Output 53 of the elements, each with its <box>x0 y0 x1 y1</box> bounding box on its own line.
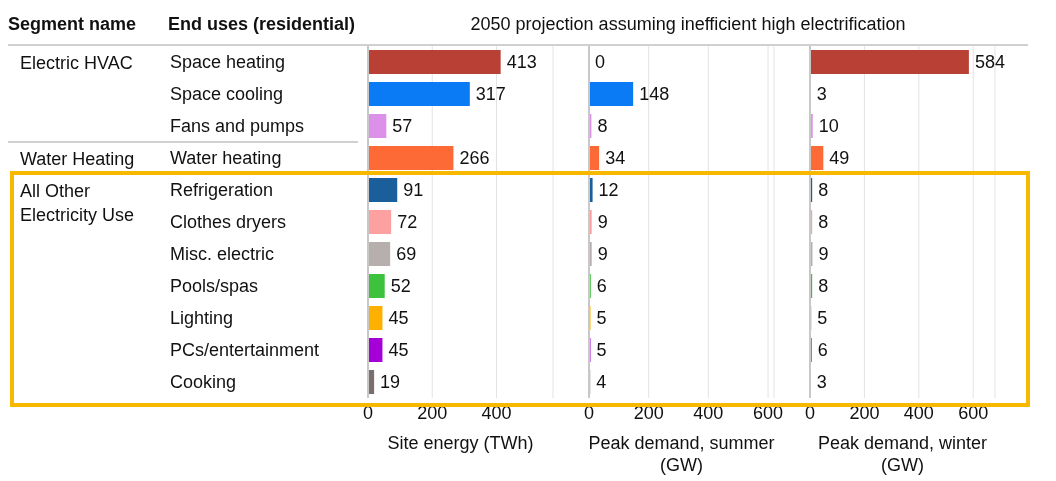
data-label: 91 <box>403 180 424 200</box>
data-label: 10 <box>818 116 839 136</box>
data-label: 148 <box>639 84 670 104</box>
data-label: 6 <box>817 340 828 360</box>
y-tick-label: Pools/spas <box>170 276 259 296</box>
data-label: 72 <box>397 212 418 232</box>
text: All Other Electricity Use <box>20 180 136 227</box>
y-tick-label: Cooking <box>170 372 237 392</box>
x-axis-title: Peak demand, summer (GW) <box>587 432 776 476</box>
data-label: 0 <box>595 52 606 72</box>
data-label: 52 <box>390 276 411 296</box>
y-tick-label: Misc. electric <box>170 244 275 264</box>
data-label: 3 <box>816 372 827 392</box>
data-label: 3 <box>816 84 827 104</box>
data-label: 584 <box>974 52 1005 72</box>
y-tick-label: Lighting <box>170 308 234 328</box>
data-label: 5 <box>596 308 607 328</box>
data-label: 6 <box>596 276 607 296</box>
data-label: 49 <box>829 148 850 168</box>
text: Segment name <box>8 14 137 35</box>
y-tick-label: PCs/entertainment <box>170 340 320 360</box>
data-label: 317 <box>475 84 506 104</box>
y-tick-label: Water heating <box>170 148 282 168</box>
y-tick-label: Space cooling <box>170 84 284 104</box>
data-label: 266 <box>459 148 490 168</box>
data-label: 34 <box>605 148 626 168</box>
data-label: 8 <box>597 116 608 136</box>
data-label: 12 <box>598 180 619 200</box>
data-label: 5 <box>817 308 828 328</box>
data-label: 8 <box>818 276 829 296</box>
x-axis-title: Peak demand, winter (GW) <box>816 432 989 476</box>
text: 2050 projection assuming inefficient high electrification <box>469 14 907 35</box>
y-tick-label: Refrigeration <box>170 180 274 200</box>
text: Water Heating <box>20 148 136 171</box>
y-axis-title: End uses (residential) <box>168 14 356 35</box>
data-label: 413 <box>506 52 537 72</box>
data-label: 5 <box>596 340 607 360</box>
text: Electric HVAC <box>20 52 134 75</box>
data-label: 57 <box>392 116 413 136</box>
data-label: 4 <box>596 372 607 392</box>
data-label: 45 <box>388 340 409 360</box>
data-label: 9 <box>818 244 829 264</box>
data-label: 9 <box>597 212 608 232</box>
data-label: 45 <box>388 308 409 328</box>
data-label: 8 <box>818 212 829 232</box>
y-tick-label: Fans and pumps <box>170 116 305 136</box>
data-label: 8 <box>818 180 829 200</box>
data-label: 69 <box>396 244 417 264</box>
y-tick-label: Space heating <box>170 52 286 72</box>
data-label: 19 <box>380 372 401 392</box>
y-tick-label: Clothes dryers <box>170 212 287 232</box>
x-axis-title: Site energy (TWh) <box>386 432 535 454</box>
data-label: 9 <box>597 244 608 264</box>
